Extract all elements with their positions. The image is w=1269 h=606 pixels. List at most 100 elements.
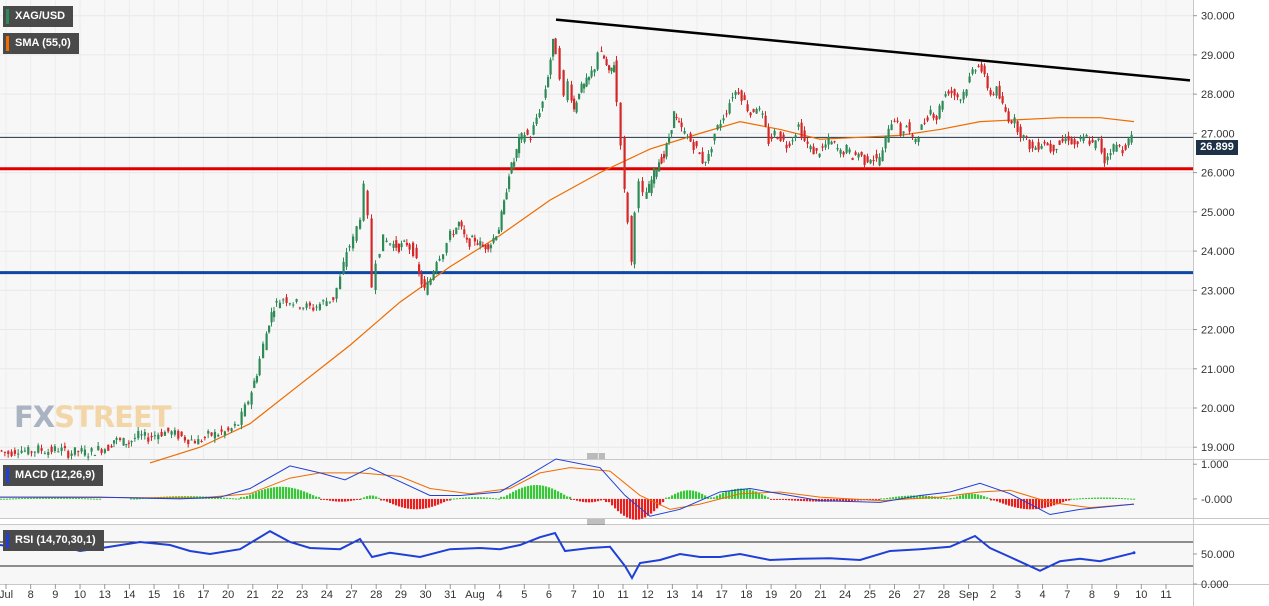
- macd-histogram-bar: [707, 497, 710, 499]
- candle-body: [770, 136, 773, 139]
- candle-body: [902, 131, 905, 134]
- sma-legend[interactable]: SMA (55,0): [3, 33, 79, 54]
- macd-histogram-bar: [999, 498, 1002, 503]
- candle-body: [415, 247, 418, 259]
- candle-body: [455, 227, 458, 234]
- candle-body: [183, 436, 187, 441]
- macd-histogram-bar: [81, 498, 84, 500]
- candle-body: [143, 431, 147, 436]
- candle-body: [30, 451, 33, 453]
- candle-body: [1067, 136, 1070, 141]
- macd-histogram-bar: [360, 498, 363, 500]
- x-tick-label: 20: [222, 589, 234, 601]
- candle-body: [374, 263, 377, 290]
- macd-histogram-bar: [698, 492, 701, 499]
- candle-body: [345, 252, 348, 267]
- macd-histogram-bar: [495, 498, 498, 500]
- candle-body: [761, 113, 764, 115]
- macd-histogram-bar: [812, 498, 815, 502]
- candle-body: [130, 440, 133, 443]
- candle-body: [899, 123, 902, 136]
- macd-histogram-bar: [401, 498, 404, 508]
- macd-histogram-bar: [84, 498, 87, 500]
- macd-histogram-bar: [641, 498, 644, 519]
- x-tick-label: 21: [814, 589, 826, 601]
- candle-body: [692, 142, 695, 150]
- candle-body: [1109, 153, 1112, 156]
- macd-histogram-bar: [692, 490, 695, 499]
- candle-body: [585, 77, 588, 87]
- macd-histogram-bar: [901, 496, 904, 499]
- rsi-legend[interactable]: RSI (14,70,30,1): [3, 530, 104, 551]
- macd-histogram-bar: [359, 498, 362, 500]
- macd-legend[interactable]: MACD (12,26,9): [3, 465, 104, 486]
- macd-histogram-bar: [413, 498, 416, 510]
- macd-histogram-bar: [1017, 498, 1020, 508]
- candle-body: [173, 430, 177, 435]
- macd-histogram-bar: [285, 486, 288, 499]
- candle-body: [1082, 136, 1085, 141]
- macd-histogram-bar: [226, 497, 229, 499]
- macd-histogram-bar: [1073, 498, 1076, 500]
- candle-body: [608, 65, 611, 71]
- macd-histogram-bar: [492, 498, 495, 500]
- macd-histogram-bar: [332, 498, 335, 502]
- macd-color-swatch: [6, 468, 9, 483]
- candle-body: [73, 447, 77, 455]
- macd-histogram-bar: [443, 498, 446, 503]
- macd-histogram-bar: [375, 496, 378, 499]
- symbol-legend[interactable]: XAG/USD: [3, 6, 74, 27]
- macd-histogram-bar: [1079, 498, 1082, 500]
- macd-histogram-bar: [437, 498, 440, 505]
- macd-histogram-bar: [728, 490, 731, 499]
- candle-body: [529, 138, 532, 140]
- macd-histogram-bar: [977, 494, 980, 499]
- macd-histogram-bar: [851, 498, 854, 501]
- y-tick-label: 28.000: [1201, 89, 1235, 101]
- x-tick-label: 19: [765, 589, 777, 601]
- candle-body: [998, 85, 1001, 99]
- macd-histogram-bar: [527, 485, 530, 499]
- candle-body: [800, 122, 803, 139]
- macd-histogram-bar: [710, 497, 713, 499]
- candle-body: [197, 439, 200, 445]
- candle-body: [1091, 139, 1094, 143]
- candle-body: [596, 52, 599, 70]
- candle-body: [487, 244, 490, 250]
- macd-histogram-bar: [480, 497, 483, 499]
- macd-histogram-bar: [297, 489, 300, 499]
- macd-histogram-bar: [839, 498, 842, 502]
- candle-body: [1064, 138, 1067, 142]
- candle-body: [713, 133, 716, 141]
- candle-body: [809, 146, 812, 150]
- candle-body: [133, 437, 137, 439]
- macd-histogram-bar: [72, 497, 75, 499]
- candle-body: [43, 453, 47, 455]
- macd-histogram-bar: [854, 498, 857, 501]
- candle-body: [57, 451, 60, 453]
- macd-histogram-bar: [273, 487, 276, 499]
- rsi-color-swatch: [6, 533, 9, 548]
- macd-histogram-bar: [632, 498, 635, 520]
- macd-histogram-bar: [1005, 498, 1008, 505]
- x-tick-label: 13: [99, 589, 111, 601]
- candle-body: [884, 135, 887, 149]
- macd-histogram-bar: [422, 498, 425, 509]
- candle-body: [812, 146, 815, 155]
- x-tick-label: 25: [864, 589, 876, 601]
- macd-histogram-bar: [456, 498, 459, 500]
- candle-body: [275, 300, 278, 303]
- macd-histogram-bar: [24, 497, 27, 499]
- macd-histogram-bar: [1026, 498, 1029, 510]
- macd-histogram-bar: [922, 495, 925, 499]
- y-tick-label: 27.000: [1201, 128, 1235, 140]
- macd-histogram-bar: [594, 498, 597, 502]
- candle-body: [382, 234, 385, 252]
- candle-body: [479, 241, 482, 246]
- x-tick-label: 23: [296, 589, 308, 601]
- macd-histogram-bar: [536, 485, 539, 499]
- candle-body: [318, 304, 322, 310]
- macd-histogram-bar: [261, 489, 264, 499]
- candle-body: [452, 234, 455, 236]
